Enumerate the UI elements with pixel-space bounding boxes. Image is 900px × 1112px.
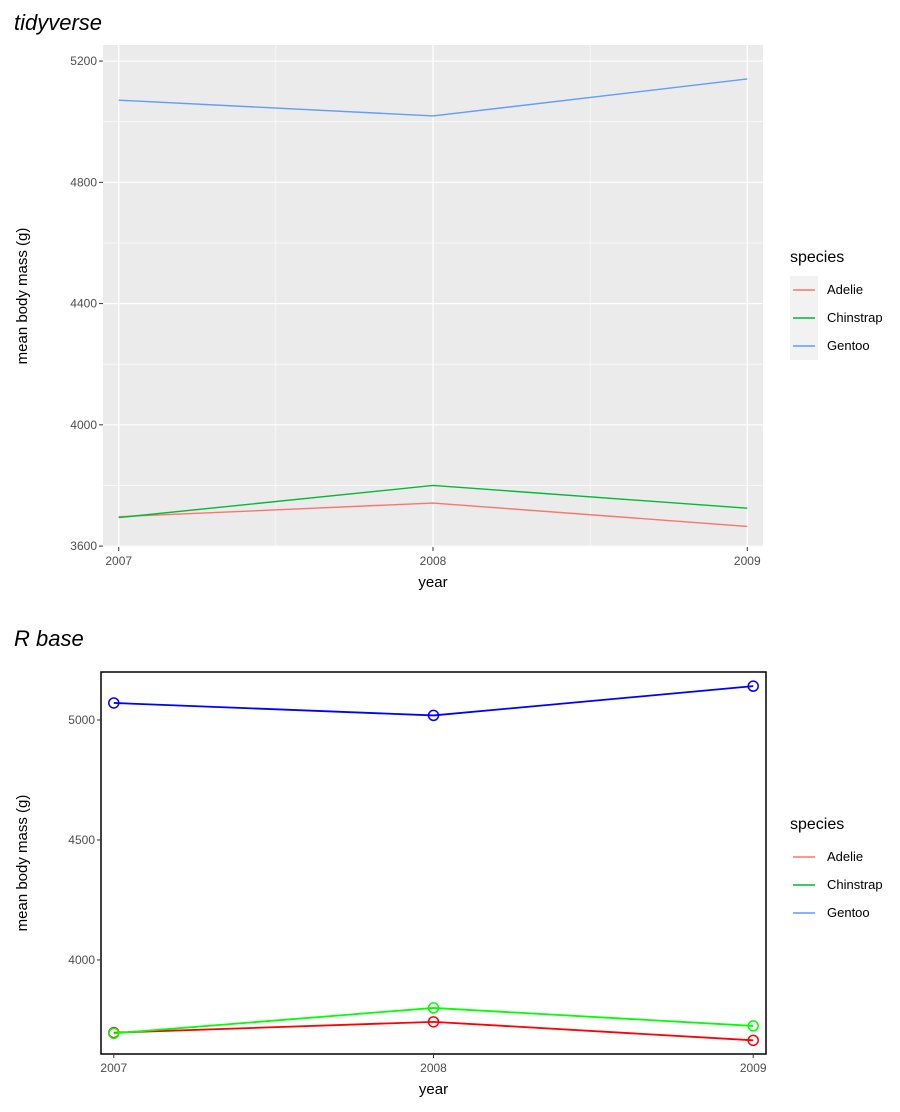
series-line-chinstrap: [118, 484, 748, 519]
y-tick-label: 3600: [70, 539, 97, 553]
y-axis-label: mean body mass (g): [14, 795, 31, 932]
data-point-adelie: [747, 1034, 759, 1047]
series-line-gentoo: [113, 685, 754, 717]
series-line-gentoo: [118, 78, 748, 117]
legend-label-gentoo: Gentoo: [827, 338, 870, 353]
y-tick-label: 4800: [70, 175, 97, 189]
y-tick-label: 5200: [70, 54, 97, 68]
legend-label-gentoo: Gentoo: [827, 905, 870, 920]
chart-title-tidyverse: tidyverse: [14, 10, 103, 35]
legend-label-adelie: Adelie: [827, 282, 863, 297]
x-tick-label: 2009: [734, 554, 761, 568]
x-axis-label: year: [418, 574, 447, 591]
x-tick-label: 2009: [740, 1061, 767, 1075]
x-tick-label: 2007: [100, 1061, 127, 1075]
data-point-chinstrap: [747, 1020, 759, 1032]
y-tick-label: 5000: [68, 713, 95, 727]
y-tick-label: 4500: [68, 833, 95, 847]
x-tick-label: 2008: [420, 554, 447, 568]
series-line-chinstrap: [113, 1007, 754, 1035]
x-tick-label: 2008: [420, 1061, 447, 1075]
legend-title: species: [790, 249, 844, 266]
x-tick-label: 2007: [105, 554, 132, 568]
data-point-chinstrap: [427, 1002, 440, 1014]
data-point-gentoo: [427, 709, 440, 722]
legend-title: species: [790, 816, 844, 833]
data-point-adelie: [427, 1016, 440, 1028]
legend-label-adelie: Adelie: [827, 849, 863, 864]
data-point-gentoo: [747, 680, 759, 692]
legend-label-chinstrap: Chinstrap: [827, 310, 883, 325]
y-tick-label: 4000: [70, 418, 97, 432]
data-point-chinstrap: [108, 1027, 120, 1040]
legend-label-chinstrap: Chinstrap: [827, 877, 883, 892]
data-point-gentoo: [108, 697, 120, 709]
y-tick-label: 4000: [68, 953, 95, 967]
plot-box: [100, 671, 767, 1055]
y-axis-label: mean body mass (g): [14, 228, 31, 365]
chart-title-rbase: R base: [14, 626, 84, 651]
series-line-adelie: [118, 502, 748, 528]
x-axis-label: year: [419, 1081, 448, 1098]
series-line-adelie: [113, 1020, 754, 1042]
y-tick-label: 4400: [70, 297, 97, 311]
